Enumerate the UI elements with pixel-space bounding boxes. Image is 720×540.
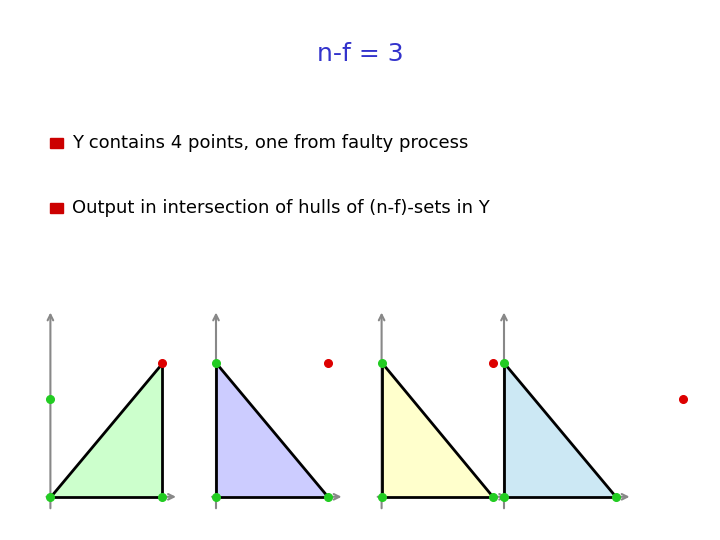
Polygon shape xyxy=(50,363,162,497)
Polygon shape xyxy=(504,363,616,497)
Text: n-f = 3: n-f = 3 xyxy=(317,42,403,66)
Polygon shape xyxy=(382,363,493,497)
Text: Y contains 4 points, one from faulty process: Y contains 4 points, one from faulty pro… xyxy=(72,134,469,152)
Bar xyxy=(50,138,63,148)
Polygon shape xyxy=(216,363,328,497)
Bar xyxy=(50,203,63,213)
Text: Output in intersection of hulls of (n-f)-sets in Y: Output in intersection of hulls of (n-f)… xyxy=(72,199,490,217)
